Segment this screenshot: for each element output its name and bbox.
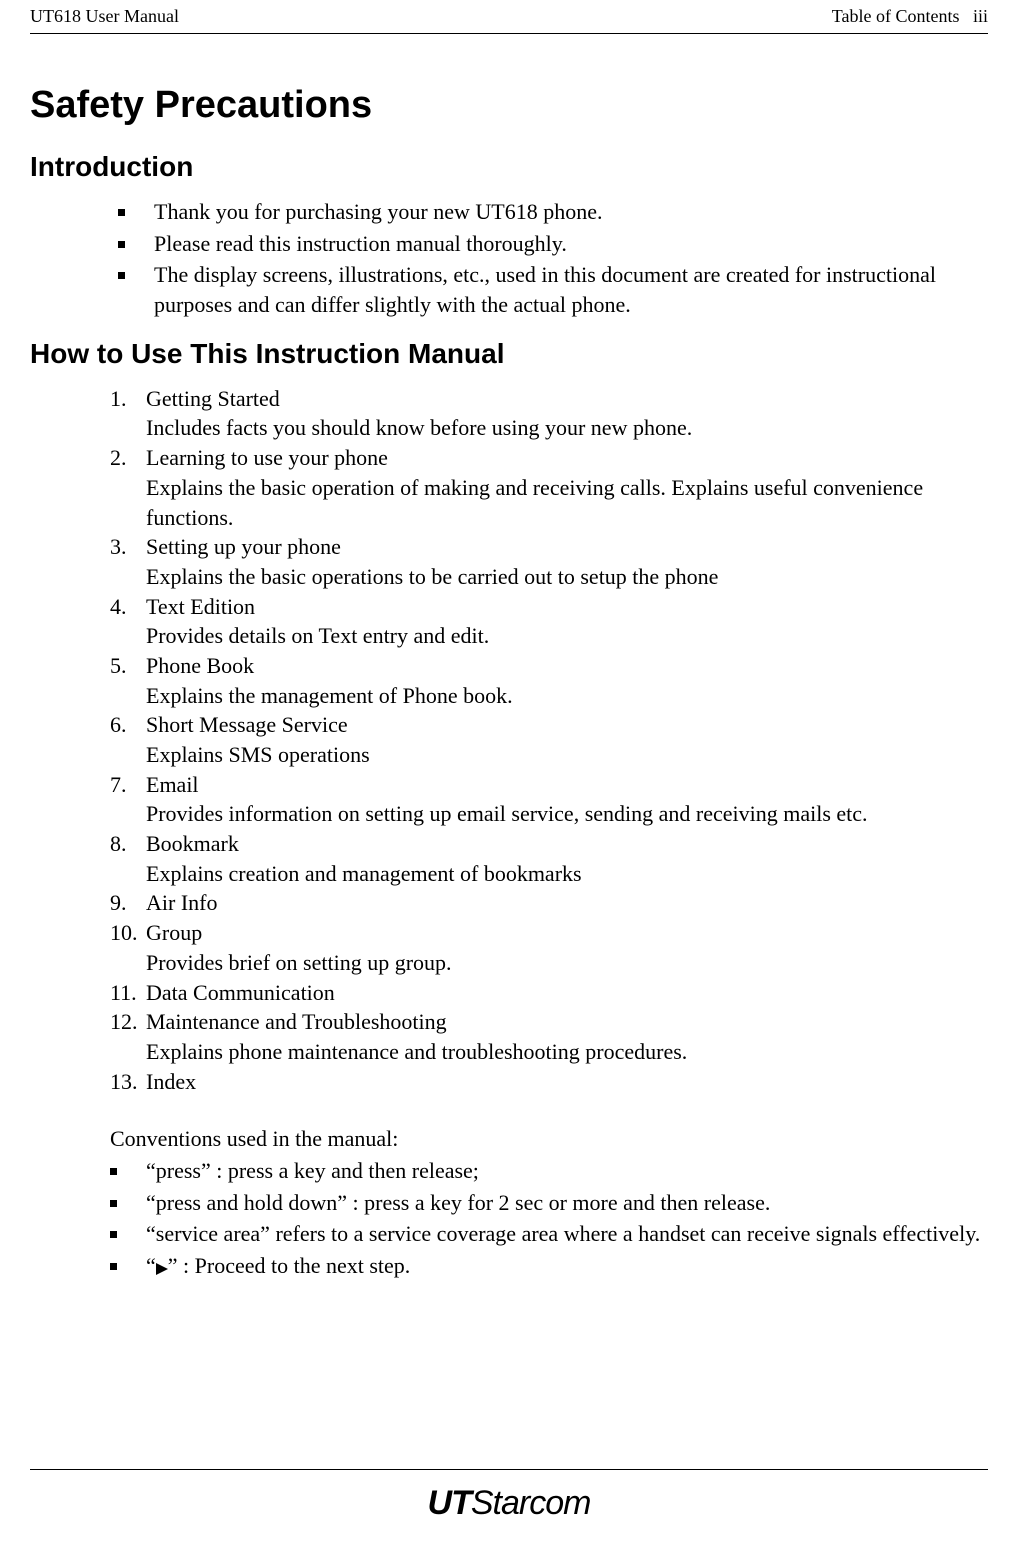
section-introduction-heading: Introduction [30,151,988,183]
howto-title: Email [146,772,199,797]
section-howto-heading: How to Use This Instruction Manual [30,338,988,370]
howto-item: 12. Maintenance and Troubleshooting Expl… [110,1007,988,1066]
howto-title: Getting Started [146,386,280,411]
proceed-prefix: “ [146,1253,156,1278]
logo-rest: Starcom [471,1484,591,1522]
howto-item: 1. Getting Started Includes facts you sh… [110,384,988,443]
intro-bullet: The display screens, illustrations, etc.… [118,260,988,319]
footer-rule [30,1469,988,1470]
logo-bold: UT [428,1484,471,1522]
conventions-bullet: “service area” refers to a service cover… [110,1219,988,1249]
conventions-list: “press” : press a key and then release; … [30,1156,988,1283]
howto-item: 4. Text Edition Provides details on Text… [110,592,988,651]
howto-item: 6. Short Message Service Explains SMS op… [110,710,988,769]
header-pagenum: iii [973,6,988,26]
page: UT618 User Manual Table of Contents iii … [0,0,1018,1541]
howto-title: Maintenance and Troubleshooting [146,1009,447,1034]
howto-desc: Explains creation and management of book… [146,859,988,889]
howto-num: 2. [110,443,127,473]
conventions-bullet-proceed: “ ” : Proceed to the next step. [110,1251,988,1283]
play-icon [156,1253,168,1283]
header-right: Table of Contents iii [832,6,988,27]
howto-title: Setting up your phone [146,534,341,559]
conventions-bullet: “press” : press a key and then release; [110,1156,988,1186]
howto-num: 6. [110,710,127,740]
howto-item: 5. Phone Book Explains the management of… [110,651,988,710]
intro-bullet: Thank you for purchasing your new UT618 … [118,197,988,227]
conventions-intro: Conventions used in the manual: [110,1124,988,1154]
howto-title: Text Edition [146,594,255,619]
howto-item: 8. Bookmark Explains creation and manage… [110,829,988,888]
howto-desc: Provides information on setting up email… [146,799,988,829]
howto-desc: Explains phone maintenance and troublesh… [146,1037,988,1067]
howto-desc: Provides details on Text entry and edit. [146,621,988,651]
howto-num: 10. [110,918,138,948]
howto-num: 1. [110,384,127,414]
conventions-bullet: “press and hold down” : press a key for … [110,1188,988,1218]
howto-item: 2. Learning to use your phone Explains t… [110,443,988,532]
howto-desc: Explains the basic operation of making a… [146,473,988,532]
page-footer: UTStarcom [30,1469,988,1523]
howto-title: Learning to use your phone [146,445,388,470]
howto-num: 9. [110,888,127,918]
howto-title: Air Info [146,890,217,915]
howto-num: 7. [110,770,127,800]
howto-desc: Provides brief on setting up group. [146,948,988,978]
howto-title: Bookmark [146,831,239,856]
utstarcom-logo: UTStarcom [428,1484,591,1523]
howto-list: 1. Getting Started Includes facts you sh… [30,384,988,1097]
howto-item: 9. Air Info [110,888,988,918]
page-title: Safety Precautions [30,84,988,127]
howto-desc: Explains the management of Phone book. [146,681,988,711]
proceed-suffix: ” : Proceed to the next step. [168,1253,411,1278]
howto-item: 7. Email Provides information on setting… [110,770,988,829]
howto-title: Short Message Service [146,712,348,737]
howto-num: 12. [110,1007,138,1037]
howto-item: 3. Setting up your phone Explains the ba… [110,532,988,591]
howto-desc: Explains the basic operations to be carr… [146,562,988,592]
running-header: UT618 User Manual Table of Contents iii [30,0,988,34]
header-left: UT618 User Manual [30,6,179,27]
intro-bullet: Please read this instruction manual thor… [118,229,988,259]
howto-desc: Includes facts you should know before us… [146,413,988,443]
howto-num: 5. [110,651,127,681]
header-section: Table of Contents [832,6,960,26]
howto-title: Data Communication [146,980,335,1005]
introduction-list: Thank you for purchasing your new UT618 … [30,197,988,320]
howto-item: 11. Data Communication [110,978,988,1008]
howto-item: 10. Group Provides brief on setting up g… [110,918,988,977]
howto-num: 8. [110,829,127,859]
howto-item: 13. Index [110,1067,988,1097]
howto-num: 3. [110,532,127,562]
howto-title: Group [146,920,202,945]
howto-desc: Explains SMS operations [146,740,988,770]
howto-num: 13. [110,1067,138,1097]
howto-num: 4. [110,592,127,622]
howto-title: Index [146,1069,196,1094]
howto-title: Phone Book [146,653,254,678]
howto-num: 11. [110,978,137,1008]
